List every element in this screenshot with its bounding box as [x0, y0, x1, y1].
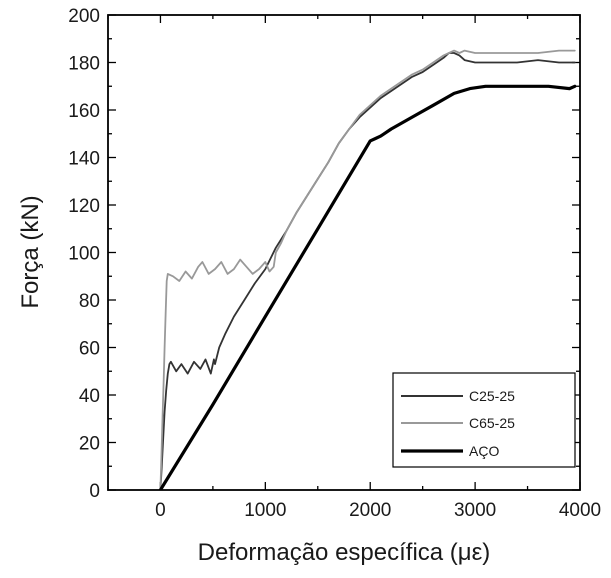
legend-label-aco: AÇO [469, 443, 499, 459]
y-tick-label: 40 [79, 386, 100, 407]
y-tick-label: 200 [68, 6, 100, 27]
y-tick-label: 20 [79, 434, 100, 455]
x-axis-title: Deformação específica (με) [198, 539, 491, 566]
series-group [158, 49, 577, 490]
y-tick-label: 60 [79, 339, 100, 360]
y-axis-title: Força (kN) [17, 195, 44, 308]
x-tick-label: 4000 [559, 500, 601, 521]
y-tick-label: 0 [89, 481, 100, 502]
y-tick-label: 80 [79, 291, 100, 312]
plot-frame [107, 14, 581, 491]
y-tick-label: 160 [68, 101, 100, 122]
y-tick-label: 140 [68, 149, 100, 170]
x-tick-label: 0 [155, 500, 166, 521]
y-tick-labels: 0 20 40 60 80 100 120 140 160 180 200 [68, 6, 100, 502]
x-tick-label: 3000 [454, 500, 496, 521]
series-line-a-o [158, 84, 577, 490]
x-tick-label: 1000 [244, 500, 286, 521]
x-tick-labels: 0 1000 2000 3000 4000 [155, 500, 601, 521]
y-tick-label: 100 [68, 244, 100, 265]
legend: C25-25 C65-25 AÇO [392, 372, 576, 468]
x-tick-label: 2000 [349, 500, 391, 521]
y-tick-label: 120 [68, 196, 100, 217]
series-line-c65-25 [159, 49, 576, 490]
y-tick-label: 180 [68, 54, 100, 75]
legend-label-c65-25: C65-25 [469, 415, 515, 431]
legend-label-c25-25: C25-25 [469, 388, 515, 404]
